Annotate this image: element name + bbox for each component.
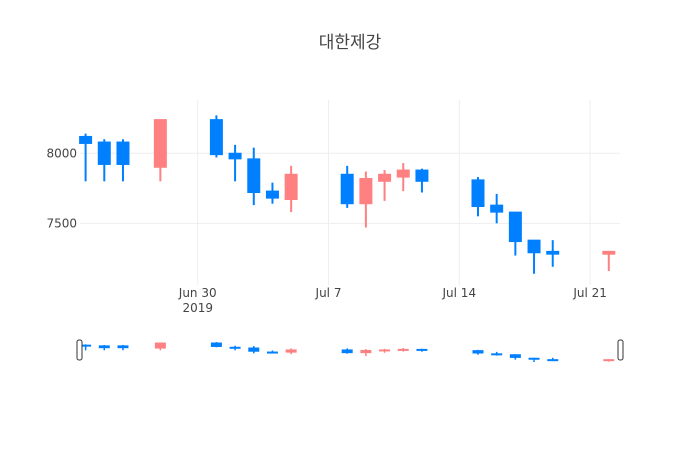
slider-candle (266, 350, 278, 354)
x-tick-sublabel: 2019 (182, 301, 213, 315)
slider-candle (472, 349, 484, 355)
candle-body (265, 190, 279, 199)
candle-body (79, 135, 93, 144)
candle-body (396, 169, 410, 178)
slider-candle-body (547, 359, 559, 362)
candle (490, 193, 504, 224)
candle (79, 133, 93, 182)
candle (116, 139, 130, 182)
slider-candle (248, 346, 260, 354)
slider-candle-body (472, 350, 484, 354)
candle (209, 115, 223, 158)
slider-candle (603, 359, 615, 362)
slider-candle-body (229, 346, 241, 349)
y-tick-label: 7500 (46, 216, 77, 230)
candle-body (527, 239, 541, 254)
slider-candle (491, 351, 503, 356)
candle-body (602, 250, 616, 255)
candle (153, 119, 167, 182)
slider-candle-body (509, 354, 521, 358)
candle-body (340, 173, 354, 205)
slider-candle-body (528, 357, 540, 360)
candle (378, 170, 392, 201)
candle (284, 165, 298, 213)
slider-candle-body (98, 345, 110, 349)
slider-handle-left[interactable] (76, 339, 83, 361)
candle (527, 239, 541, 274)
candle (340, 165, 354, 208)
candle-body (228, 152, 242, 160)
x-tick-label: Jul 21 (572, 286, 607, 300)
slider-candle-body (397, 348, 409, 351)
slider-candle-body (117, 345, 129, 349)
slider-candle-body (80, 344, 92, 347)
candle-layer (79, 115, 616, 274)
candle (228, 144, 242, 182)
candle-body (247, 158, 261, 193)
candle-body (490, 204, 504, 213)
candle (602, 250, 616, 271)
slider-candle (229, 345, 241, 351)
candle-body (415, 169, 429, 182)
slider-candle (509, 354, 521, 360)
x-tick-label: Jul 14 (442, 286, 477, 300)
candle-body (284, 173, 298, 201)
candle-body (378, 173, 392, 182)
slider-candle-body (379, 349, 391, 352)
candle (247, 147, 261, 206)
slider-candle (80, 344, 92, 351)
y-tick-label: 8000 (46, 146, 77, 160)
candle-body (153, 119, 167, 168)
candle-body (508, 211, 522, 243)
slider-candle (210, 342, 222, 348)
candle (265, 182, 279, 204)
x-tick-label: Jun 30 (178, 286, 217, 300)
slider-candle (397, 348, 409, 352)
slider-candle (98, 345, 110, 351)
slider-candle (528, 357, 540, 362)
slider-candle-body (210, 342, 222, 347)
candle-body (97, 141, 111, 165)
x-tick-label: Jul 7 (315, 286, 342, 300)
candle-body (359, 177, 373, 205)
slider-candle-body (285, 349, 297, 353)
slider-candle-body (341, 349, 353, 354)
candle (359, 171, 373, 228)
slider-candle-body (603, 359, 615, 362)
slider-candle (154, 342, 166, 351)
candle-body (209, 119, 223, 156)
candle (415, 168, 429, 193)
candle (508, 211, 522, 256)
candle (97, 139, 111, 182)
slider-candle (360, 349, 372, 357)
candle (546, 240, 560, 267)
slider-candle-body (491, 353, 503, 356)
range-slider[interactable] (76, 330, 624, 370)
slider-handle-right[interactable] (617, 339, 624, 361)
candle (471, 177, 485, 217)
candle-body (471, 179, 485, 208)
slider-candle (117, 345, 129, 351)
chart-title: 대한제강 (319, 33, 382, 53)
slider-candle-body (416, 348, 428, 351)
slider-candle (547, 357, 559, 362)
candle-body (546, 250, 560, 255)
candle (396, 163, 410, 192)
slider-candle (285, 348, 297, 355)
slider-candle-body (154, 342, 166, 349)
slider-candle (379, 348, 391, 353)
slider-candle (341, 348, 353, 354)
slider-candle-body (360, 349, 372, 354)
slider-candle-body (266, 351, 278, 354)
slider-candle (416, 348, 428, 352)
candle-body (116, 141, 130, 165)
slider-candle-body (248, 347, 260, 352)
grid-layer (80, 100, 620, 285)
